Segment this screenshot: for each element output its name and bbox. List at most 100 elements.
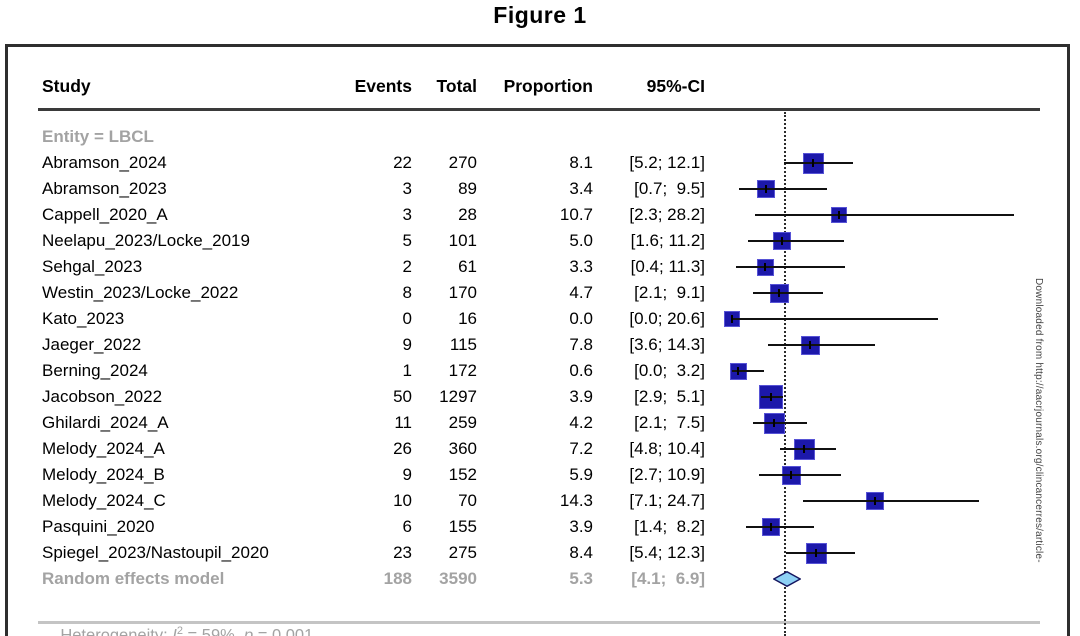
ci-value: [4.1; 6.9] (631, 569, 705, 588)
point-estimate-tick (838, 211, 840, 219)
ci-value: [1.6; 11.2] (630, 231, 705, 250)
total-value: 275 (448, 543, 477, 562)
heterogeneity-prefix: Heterogeneity: (60, 626, 173, 636)
total-value: 3590 (439, 569, 477, 588)
footer-rule (38, 621, 1040, 624)
ci-value: [2.7; 10.9] (629, 465, 705, 484)
total-value: 259 (448, 413, 477, 432)
column-header-ci: 95%-CI (646, 76, 705, 96)
study-label: Abramson_2023 (42, 179, 167, 198)
confidence-interval-line (732, 318, 938, 320)
heterogeneity-note: Heterogeneity: I2 = 59%, p = 0.001 (42, 592, 313, 636)
events-value: 188 (383, 569, 412, 588)
proportion-value: 8.1 (569, 153, 593, 172)
confidence-interval-line (732, 370, 764, 372)
heterogeneity-i-symbol: I (172, 626, 177, 636)
study-label: Abramson_2024 (42, 153, 167, 172)
study-label: Ghilardi_2024_A (42, 413, 169, 432)
column-header-study: Study (42, 76, 91, 96)
point-estimate-tick (765, 185, 767, 193)
events-value: 0 (402, 309, 412, 328)
confidence-interval-line (761, 396, 783, 398)
total-value: 115 (449, 335, 477, 354)
ci-value: [2.1; 7.5] (634, 413, 705, 432)
ci-value: [0.0; 3.2] (634, 361, 705, 380)
proportion-value: 8.4 (569, 543, 593, 562)
pooled-diamond-marker (773, 571, 801, 587)
confidence-interval-line (784, 162, 853, 164)
ci-value: [1.4; 8.2] (634, 517, 705, 536)
heterogeneity-p-value: = 0.001 (253, 626, 314, 636)
proportion-value: 7.8 (569, 335, 593, 354)
study-label: Melody_2024_B (42, 465, 165, 484)
point-estimate-tick (790, 471, 792, 479)
events-value: 3 (402, 179, 412, 198)
pooled-estimate-reference-line (784, 112, 786, 636)
total-value: 89 (458, 179, 477, 198)
events-value: 26 (393, 439, 412, 458)
study-label: Pasquini_2020 (42, 517, 155, 536)
proportion-value: 0.6 (569, 361, 593, 380)
proportion-value: 0.0 (569, 309, 593, 328)
heterogeneity-i-superscript: 2 (176, 625, 183, 636)
events-value: 9 (402, 335, 412, 354)
events-value: 22 (393, 153, 412, 172)
confidence-interval-line (755, 214, 1014, 216)
confidence-interval-line (753, 292, 823, 294)
journal-watermark: Downloaded from http://aacrjournals.org/… (1033, 278, 1044, 563)
ci-value: [5.2; 12.1] (629, 153, 705, 172)
subgroup-label: Entity = LBCL (42, 127, 154, 146)
point-estimate-tick (770, 393, 772, 401)
proportion-value: 4.7 (569, 283, 593, 302)
total-value: 152 (448, 465, 477, 484)
events-value: 3 (402, 205, 412, 224)
ci-value: [2.9; 5.1] (634, 387, 705, 406)
point-estimate-tick (731, 315, 733, 323)
total-value: 360 (448, 439, 477, 458)
total-value: 101 (448, 231, 477, 250)
proportion-value: 3.4 (569, 179, 593, 198)
total-value: 170 (448, 283, 477, 302)
proportion-value: 7.2 (569, 439, 593, 458)
heterogeneity-p-symbol: p (243, 626, 254, 636)
heterogeneity-value: = 59%, (182, 626, 244, 636)
confidence-interval-line (739, 188, 827, 190)
proportion-value: 3.3 (569, 257, 593, 276)
events-value: 9 (402, 465, 412, 484)
events-value: 5 (402, 231, 412, 250)
column-header-total: Total (436, 76, 477, 96)
events-value: 10 (393, 491, 412, 510)
confidence-interval-line (780, 448, 836, 450)
point-estimate-tick (874, 497, 876, 505)
point-estimate-tick (778, 289, 780, 297)
total-value: 61 (458, 257, 477, 276)
ci-value: [0.0; 20.6] (629, 309, 705, 328)
total-value: 172 (448, 361, 477, 380)
ci-value: [0.7; 9.5] (634, 179, 705, 198)
point-estimate-tick (812, 159, 814, 167)
figure-title: Figure 1 (493, 2, 587, 28)
point-estimate-tick (737, 367, 739, 375)
study-label: Jacobson_2022 (42, 387, 163, 406)
events-value: 23 (393, 543, 412, 562)
study-label: Kato_2023 (42, 309, 125, 328)
events-value: 11 (394, 413, 412, 432)
study-label: Jaeger_2022 (42, 335, 142, 354)
total-value: 270 (448, 153, 477, 172)
study-label: Westin_2023/Locke_2022 (42, 283, 239, 302)
events-value: 50 (393, 387, 412, 406)
total-value: 70 (458, 491, 477, 510)
ci-value: [4.8; 10.4] (629, 439, 705, 458)
study-label: Berning_2024 (42, 361, 148, 380)
study-label: Cappell_2020_A (42, 205, 168, 224)
ci-value: [3.6; 14.3] (629, 335, 705, 354)
proportion-value: 3.9 (569, 387, 593, 406)
point-estimate-tick (773, 419, 775, 427)
study-label: Spiegel_2023/Nastoupil_2020 (42, 543, 269, 562)
study-label: Sehgal_2023 (42, 257, 143, 276)
proportion-value: 10.7 (559, 205, 593, 224)
proportion-value: 4.2 (569, 413, 593, 432)
ci-value: [2.3; 28.2] (629, 205, 705, 224)
confidence-interval-line (748, 240, 844, 242)
